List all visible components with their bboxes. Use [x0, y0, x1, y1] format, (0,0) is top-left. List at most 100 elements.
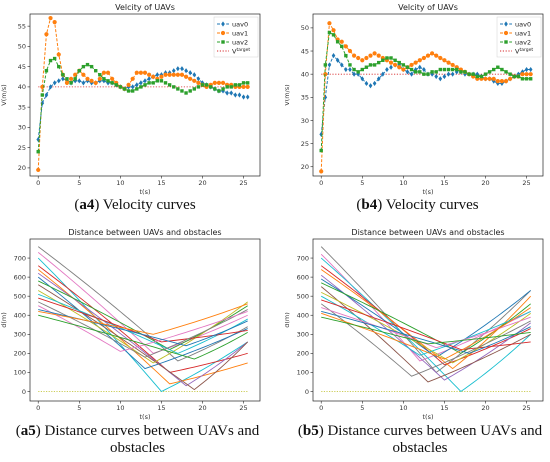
b4-uav1-point	[524, 72, 529, 77]
b4-uav2-point	[331, 33, 336, 37]
b4-uav0-point	[323, 94, 328, 100]
distance-chart-b5-svg: Distance between UAVs and obstacles 0 5 10 1…	[285, 228, 544, 420]
b4-uav1-point	[409, 62, 414, 68]
a4-uav1-point	[196, 80, 201, 85]
b4-ytick-label: 45	[301, 47, 309, 55]
b5-ytick-label: 100	[297, 369, 309, 377]
a4-uav0-point	[171, 68, 176, 74]
b4-uav0-point	[438, 76, 443, 82]
a5-ytick-label: 0	[22, 388, 26, 396]
a4-series-uav2-line	[37, 57, 248, 152]
distance-chart-b5: Distance between UAVs and obstacles 0 5 10 1…	[285, 225, 550, 420]
a4-uav1-point	[163, 72, 168, 77]
b4-xtick-label: 0	[319, 179, 323, 187]
b4-uav0-point	[372, 80, 377, 87]
b4-uav0-point	[528, 66, 533, 73]
b4-uav0-point	[496, 80, 500, 87]
b4-xtick-label: 10	[399, 179, 407, 187]
a4-series-uav0-line	[37, 68, 248, 140]
a4-uav0-point	[233, 92, 238, 98]
a4-uav2-point	[237, 83, 242, 87]
b5-title: Distance between UAVs and obstacles	[351, 228, 504, 237]
a4-uav2-point	[135, 87, 139, 91]
a4-uav2-point	[204, 83, 209, 87]
b4-uav0-point	[434, 73, 439, 80]
caption-b4-text: Velocity curves	[382, 197, 479, 213]
b4-uav1-point	[356, 55, 361, 61]
b4-uav2-point	[344, 53, 348, 58]
b5-distance-curve-10	[320, 295, 531, 356]
a4-uav2-point	[85, 62, 90, 67]
b4-uav0-point	[327, 62, 332, 68]
a4-ytick-label: 35	[18, 103, 26, 111]
a4-uav2-point	[209, 85, 213, 89]
caption-a5: (a5) Distance curves between UAVs and ob…	[15, 423, 260, 456]
a4-uav0-point	[139, 80, 143, 86]
b4-ylabel: V(m/s)	[285, 84, 291, 105]
b4-uav2-point	[327, 30, 332, 35]
a4-uav2-point	[98, 73, 102, 77]
a4-uav1-point	[159, 74, 164, 79]
a4-uav0-point	[143, 78, 147, 84]
a4-uav2-point	[147, 81, 151, 85]
b4-uav1-point	[351, 53, 357, 58]
a4-uav2-point	[89, 64, 94, 69]
a4-legend-uav0-label: uav0	[232, 20, 248, 28]
b4-uav2-point	[409, 67, 414, 72]
a4-uav2-point	[118, 85, 123, 89]
a4-xtick-label: 25	[239, 179, 247, 187]
a4-uav2-point	[159, 79, 164, 83]
b4-series-uav2-line	[320, 31, 531, 151]
a4-uav1-point	[175, 72, 180, 77]
a4-uav0-point	[180, 66, 184, 72]
caption-a4-num: 4	[86, 197, 95, 213]
b5-distance-curve-6	[320, 278, 531, 358]
b4-uav2-point	[524, 77, 529, 81]
a4-uav0-point	[176, 66, 180, 72]
a5-distance-curve-9	[37, 290, 248, 364]
a5-ytick-label: 500	[14, 292, 26, 300]
b5-ytick-label: 600	[297, 273, 309, 281]
a4-uav2-point	[40, 93, 45, 97]
b4-uav2-point	[405, 65, 410, 69]
a4-uav2-point	[192, 87, 196, 91]
a4-uav2-point	[122, 87, 127, 91]
b4-legend-uav0-label: uav0	[515, 20, 531, 28]
velocity-chart-b4-svg: Velcity of UAVs 0 5 10 15 20 25 20 25 30 35 40 45 50 t…	[285, 3, 544, 195]
a4-uav0-point	[196, 76, 201, 82]
b4-title: Velcity of UAVs	[398, 3, 458, 12]
a4-xlabel: t(s)	[139, 188, 150, 195]
b4-uav0-point	[524, 66, 529, 73]
b4-uav2-point	[459, 70, 463, 74]
a4-legend-uav1-label: uav1	[232, 29, 248, 37]
b4-xtick-label: 25	[522, 179, 530, 187]
a4-xtick-label: 20	[198, 179, 206, 187]
b5-distance-curve-3	[320, 265, 531, 366]
caption-b5-tag: b	[302, 423, 312, 439]
b4-uav0-point	[331, 53, 336, 59]
b5-distance-curve-11	[321, 299, 531, 350]
b4-uav2-point	[438, 67, 443, 72]
a5-xtick-label: 20	[198, 404, 206, 412]
a4-uav1-point	[212, 80, 217, 85]
a4-uav1-point	[44, 32, 49, 37]
a4-uav2-point	[188, 89, 192, 93]
b4-uav1-point	[487, 76, 492, 81]
b4-ytick-label: 20	[301, 163, 309, 171]
a5-ytick-label: 100	[14, 369, 26, 377]
b4-uav2-point	[496, 65, 500, 69]
b4-uav2-point	[389, 56, 393, 60]
b4-uav1-point	[327, 21, 332, 26]
a4-ytick-label: 20	[18, 164, 26, 172]
b4-uav2-point	[360, 67, 364, 72]
a4-uav2-point	[106, 79, 110, 83]
b5-xtick-label: 5	[360, 404, 364, 412]
a4-uav2-point	[213, 87, 217, 91]
a4-uav2-point	[143, 83, 147, 87]
b4-uav1-point	[360, 58, 365, 63]
a5-distance-curve-10	[38, 293, 248, 354]
a5-distance-curve-12	[38, 301, 248, 358]
a5-ytick-label: 600	[14, 273, 26, 281]
a4-uav0-point	[237, 92, 242, 98]
b4-uav2-point	[446, 67, 451, 72]
